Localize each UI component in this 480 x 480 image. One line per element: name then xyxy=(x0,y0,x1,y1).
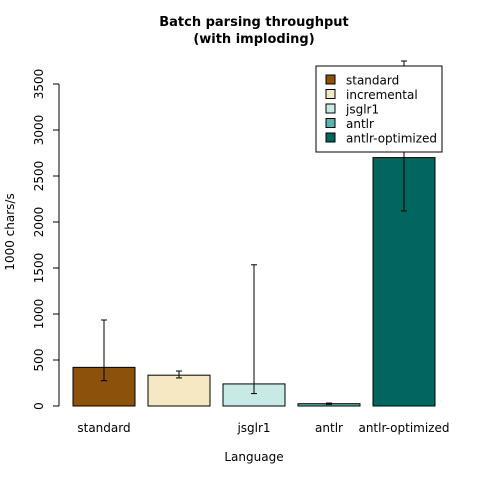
x-tick-label-jsglr1: jsglr1 xyxy=(236,421,270,435)
chart-subtitle: (with imploding) xyxy=(193,32,314,47)
legend-label-incremental: incremental xyxy=(346,88,418,102)
legend-box xyxy=(315,65,443,153)
x-tick-labels: standard jsglr1 antlr antlr-optimized xyxy=(77,421,449,435)
bars-group xyxy=(72,157,436,407)
y-tick-label: 2000 xyxy=(32,207,46,238)
bar-incremental xyxy=(147,374,211,407)
legend-swatch-standard xyxy=(325,74,336,85)
y-tick-label: 3500 xyxy=(32,69,46,100)
legend-swatch-antlr xyxy=(325,118,336,128)
legend: standardincrementaljsglr1antlrantlr-opti… xyxy=(315,65,443,153)
x-tick-label-antlr: antlr xyxy=(315,421,343,435)
legend-label-jsglr1: jsglr1 xyxy=(345,103,379,117)
chart-title: Batch parsing throughput xyxy=(159,15,349,30)
legend-label-antlr-optimized: antlr-optimized xyxy=(346,132,437,146)
y-tick-label: 1000 xyxy=(32,299,46,330)
y-tick-label: 0 xyxy=(32,402,46,410)
y-axis-label: 1000 chars/s xyxy=(3,193,17,270)
x-tick-label-antlr-optimized: antlr-optimized xyxy=(358,421,449,435)
y-tick-label: 3000 xyxy=(32,115,46,146)
legend-label-antlr: antlr xyxy=(346,117,374,131)
y-tick-label: 2500 xyxy=(32,161,46,192)
x-axis-label: Language xyxy=(224,450,283,464)
legend-swatch-jsglr1 xyxy=(325,103,336,114)
legend-swatch-antlr-optimized xyxy=(325,132,336,143)
y-axis: 0 500 1000 1500 2000 2500 3000 3500 xyxy=(32,69,60,410)
legend-label-standard: standard xyxy=(346,74,399,88)
y-tick-label: 500 xyxy=(32,349,46,372)
x-tick-label-standard: standard xyxy=(77,421,130,435)
legend-swatch-incremental xyxy=(325,89,336,99)
y-tick-label: 1500 xyxy=(32,253,46,284)
